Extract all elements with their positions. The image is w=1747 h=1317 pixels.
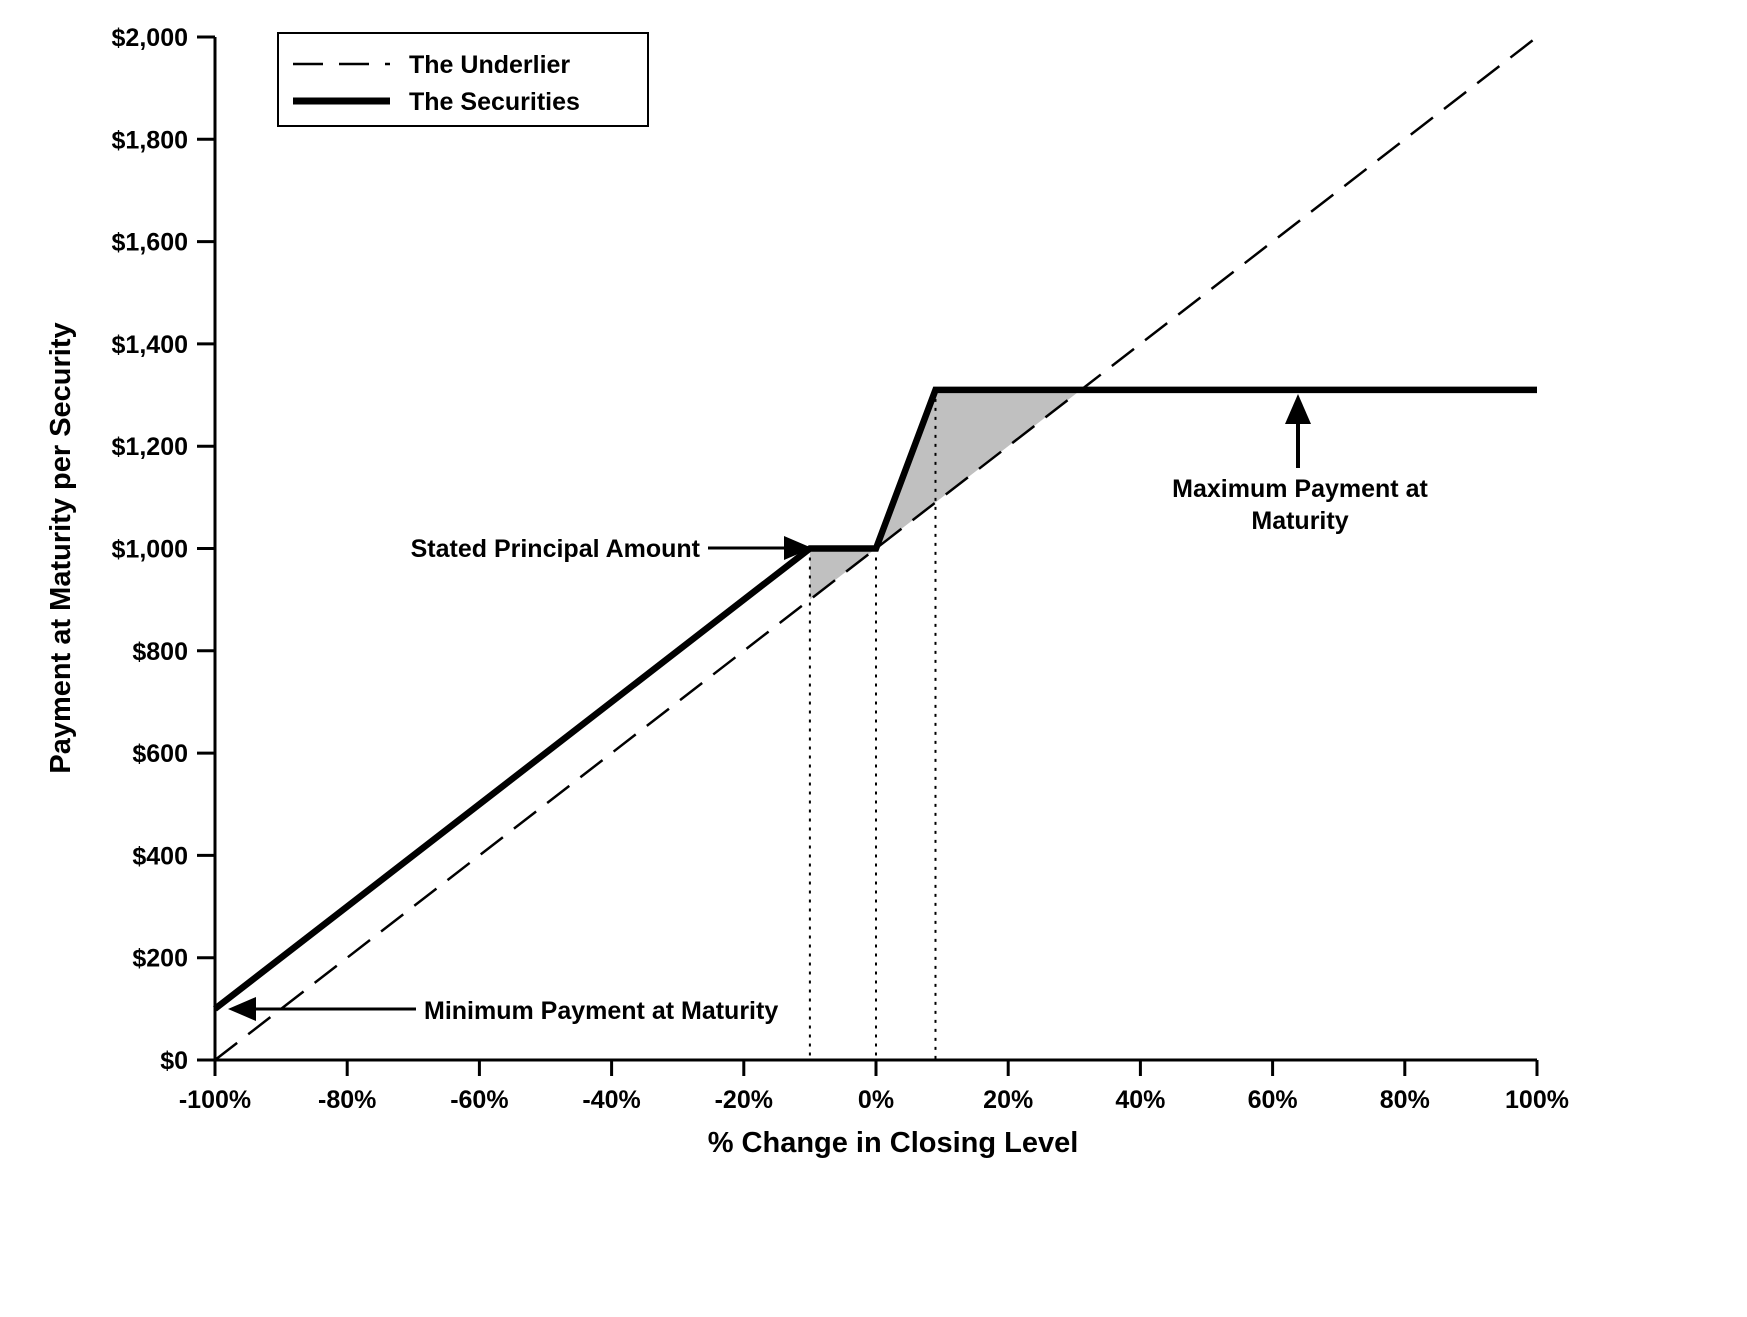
y-tick-label: $1,400	[112, 331, 188, 359]
annotation-stated-principal: Stated Principal Amount	[411, 535, 812, 563]
y-tick-label: $200	[132, 945, 188, 973]
x-tick-label: 40%	[1115, 1086, 1165, 1114]
y-tick-label: $1,200	[112, 433, 188, 461]
y-tick-label: $1,800	[112, 126, 188, 154]
x-tick-label: -80%	[318, 1086, 376, 1114]
x-tick-label: 0%	[858, 1086, 894, 1114]
left-arrow-icon	[228, 997, 256, 1021]
annotation-maximum-payment: Maximum Payment at Maturity	[1172, 394, 1428, 535]
x-tick-label: 60%	[1248, 1086, 1298, 1114]
minimum-payment-label: Minimum Payment at Maturity	[424, 997, 778, 1025]
underlier-line	[214, 36, 1538, 1061]
up-arrow-icon	[1285, 394, 1311, 424]
annotation-minimum-payment: Minimum Payment at Maturity	[228, 997, 778, 1025]
y-tick-label: $1,600	[112, 229, 188, 257]
x-tick-label: 80%	[1380, 1086, 1430, 1114]
y-tick-label: $800	[132, 638, 188, 666]
y-tick-label: $2,000	[112, 24, 188, 52]
x-axis-title: % Change in Closing Level	[708, 1127, 1079, 1159]
x-tick-label: 20%	[983, 1086, 1033, 1114]
stated-principal-label: Stated Principal Amount	[411, 535, 701, 563]
legend-box	[277, 32, 649, 127]
securities-line	[213, 386, 1537, 1012]
x-tick-label: -60%	[450, 1086, 508, 1114]
x-tick-label: -100%	[179, 1086, 251, 1114]
maximum-payment-label-line1: Maximum Payment at	[1172, 475, 1428, 503]
x-tick-label: 100%	[1505, 1086, 1569, 1114]
plot-layer: $0 $200 $400 $600 $800 $1,000 $1,200 $1,400 $1,6…	[112, 24, 1569, 1114]
legend-label-underlier: The Underlier	[409, 51, 570, 79]
y-tick-label: $600	[132, 740, 188, 768]
y-tick-label: $1,000	[112, 536, 188, 564]
x-tick-label: -40%	[582, 1086, 640, 1114]
right-arrow-icon	[784, 536, 812, 560]
y-axis-title: Payment at Maturity per Security	[45, 322, 77, 773]
legend: The Underlier The Securities	[277, 32, 649, 127]
legend-label-securities: The Securities	[409, 88, 580, 116]
x-tick-label: -20%	[715, 1086, 773, 1114]
maximum-payment-label-line2: Maturity	[1251, 507, 1348, 535]
y-tick-label: $0	[160, 1047, 188, 1075]
y-tick-label: $400	[132, 842, 188, 870]
